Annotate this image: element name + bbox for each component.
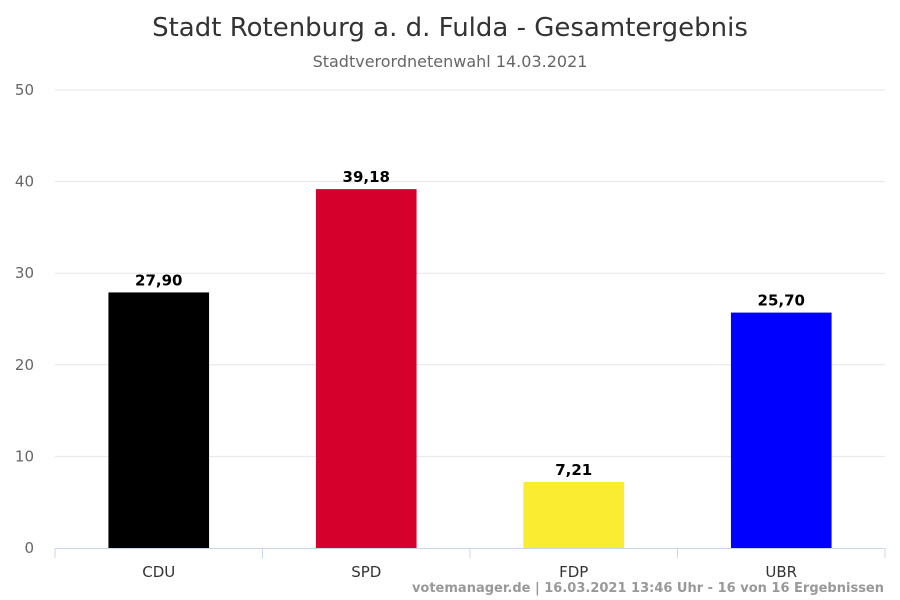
y-tick-label: 10 — [15, 447, 34, 465]
data-label-cdu: 27,90 — [135, 271, 182, 289]
data-label-ubr: 25,70 — [758, 292, 805, 310]
chart-subtitle: Stadtverordnetenwahl 14.03.2021 — [313, 52, 588, 71]
data-labels: 27,90 39,18 7,21 25,70 — [135, 168, 805, 479]
x-tick-label-fdp: FDP — [559, 563, 588, 581]
data-label-fdp: 7,21 — [555, 461, 592, 479]
y-tick-label: 30 — [15, 264, 34, 282]
bar-fdp[interactable] — [523, 481, 625, 548]
x-axis: CDU SPD FDP UBR — [54, 548, 886, 581]
data-label-spd: 39,18 — [343, 168, 390, 186]
y-axis-ticks: 0 10 20 30 40 50 — [15, 81, 34, 557]
y-tick-label: 50 — [15, 81, 34, 99]
chart-credit[interactable]: votemanager.de | 16.03.2021 13:46 Uhr - … — [412, 581, 884, 596]
x-tick-label-spd: SPD — [351, 563, 381, 581]
x-tick-label-cdu: CDU — [142, 563, 175, 581]
y-tick-label: 40 — [15, 173, 34, 191]
bar-ubr[interactable] — [730, 312, 832, 548]
bars — [108, 189, 832, 548]
y-tick-label: 0 — [24, 539, 34, 557]
chart-title: Stadt Rotenburg a. d. Fulda - Gesamterge… — [152, 13, 748, 43]
bar-cdu[interactable] — [108, 292, 210, 548]
bar-spd[interactable] — [315, 189, 417, 548]
y-tick-label: 20 — [15, 356, 34, 374]
x-tick-label-ubr: UBR — [765, 563, 797, 581]
